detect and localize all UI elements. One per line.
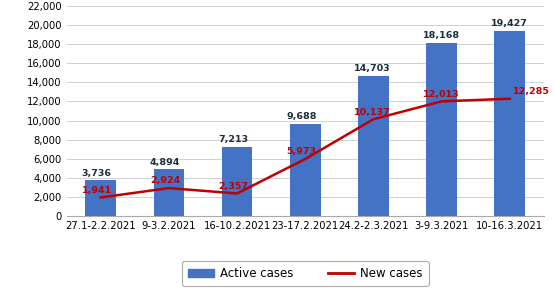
Text: 2,924: 2,924 xyxy=(150,176,180,185)
Text: 10,137: 10,137 xyxy=(354,108,391,117)
Text: 2,357: 2,357 xyxy=(218,182,248,191)
Bar xyxy=(290,124,321,216)
Text: 3,736: 3,736 xyxy=(82,169,112,178)
Text: 1,941: 1,941 xyxy=(82,186,112,195)
Bar xyxy=(221,147,253,216)
Bar xyxy=(85,180,116,216)
Bar xyxy=(426,43,457,216)
Text: 12,285: 12,285 xyxy=(513,87,550,96)
Text: 7,213: 7,213 xyxy=(218,136,248,145)
Text: 14,703: 14,703 xyxy=(354,64,391,73)
Text: 12,013: 12,013 xyxy=(422,90,459,99)
Text: 18,168: 18,168 xyxy=(422,31,460,40)
Text: 5,973: 5,973 xyxy=(286,147,316,156)
Text: 4,894: 4,894 xyxy=(150,158,180,166)
Bar xyxy=(154,169,184,216)
Text: 19,427: 19,427 xyxy=(491,19,528,28)
Text: 9,688: 9,688 xyxy=(286,112,317,121)
Bar xyxy=(495,31,525,216)
Bar xyxy=(358,76,388,216)
Legend: Active cases, New cases: Active cases, New cases xyxy=(182,261,428,286)
